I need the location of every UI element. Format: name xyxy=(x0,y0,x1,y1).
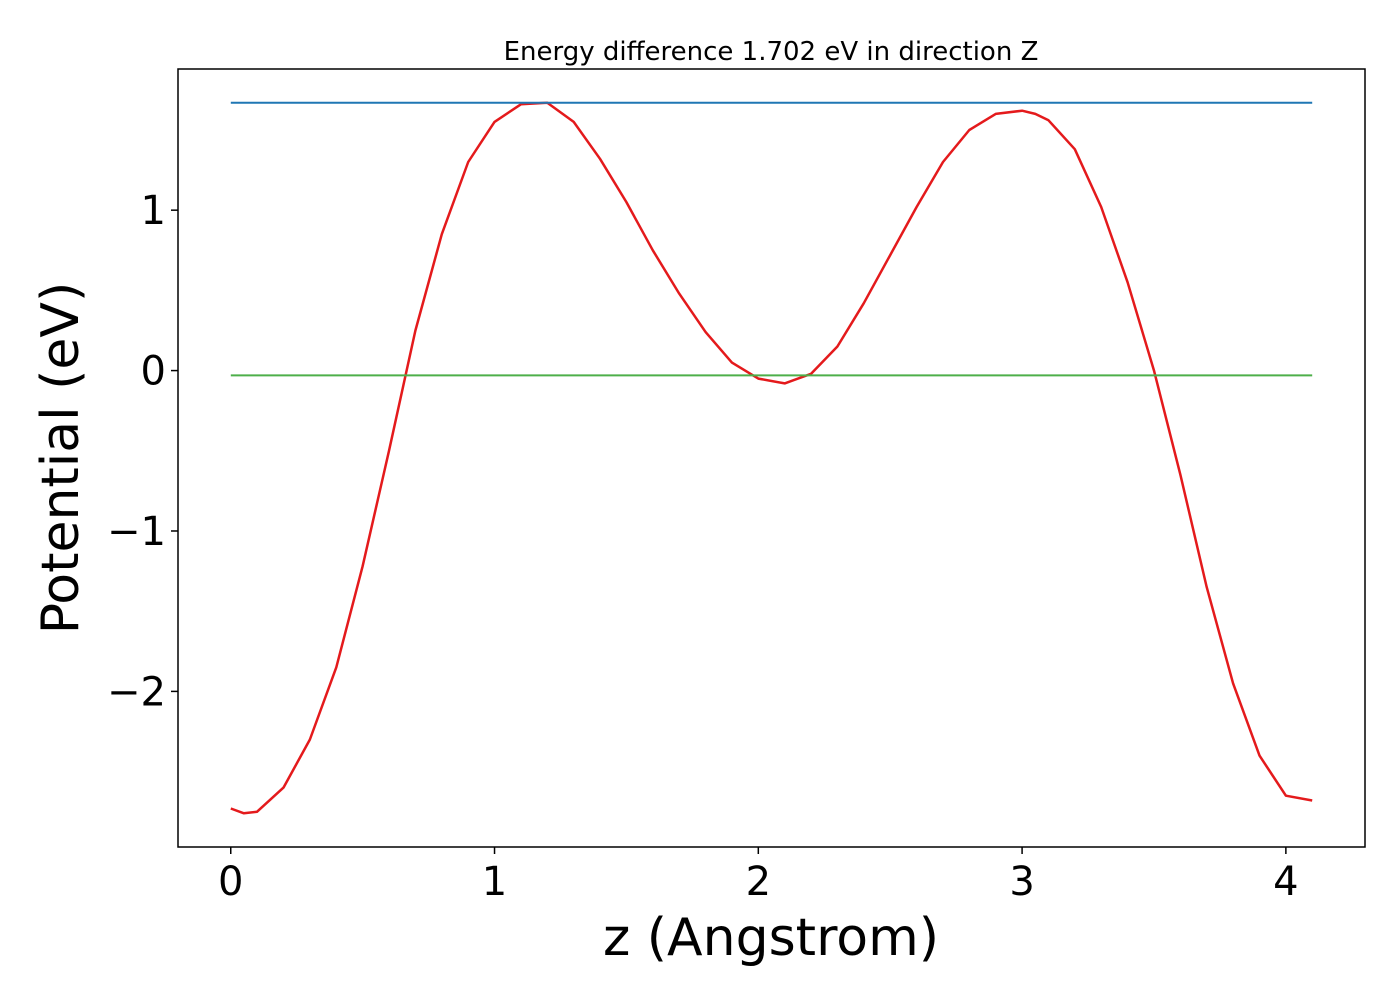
y-tick-label: 0 xyxy=(141,349,166,395)
y-axis-label: Potential (eV) xyxy=(31,282,91,634)
x-axis-label: z (Angstrom) xyxy=(603,908,939,968)
y-tick-label: −1 xyxy=(107,509,166,555)
plot-frame xyxy=(177,68,1366,848)
x-tick-label: 1 xyxy=(482,859,507,905)
x-tick-label: 4 xyxy=(1273,859,1298,905)
x-axis-ticks: 0 1 2 3 4 xyxy=(218,847,1299,905)
series-line-0 xyxy=(230,101,1313,815)
plot-lines xyxy=(230,101,1313,815)
x-tick-label: 3 xyxy=(1009,859,1034,905)
y-axis-ticks: −2 −1 0 1 xyxy=(107,188,178,715)
y-tick-label: −2 xyxy=(107,669,166,715)
y-tick-label: 1 xyxy=(141,188,166,234)
chart-title: Energy difference 1.702 eV in direction … xyxy=(504,37,1039,67)
x-tick-label: 2 xyxy=(746,859,771,905)
x-tick-label: 0 xyxy=(218,859,243,905)
